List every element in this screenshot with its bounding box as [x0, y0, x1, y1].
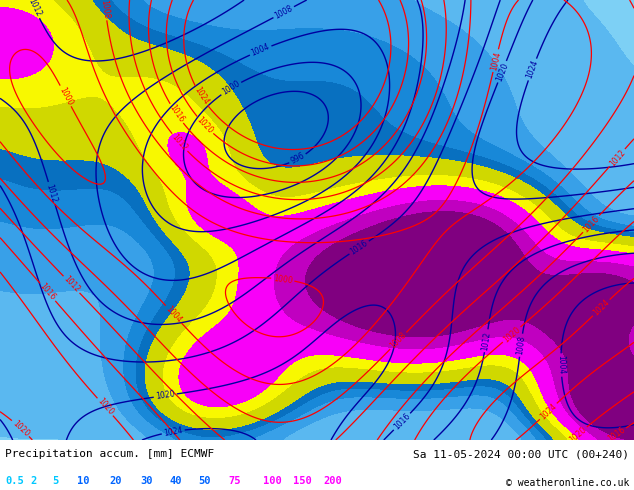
- Text: 200: 200: [323, 476, 342, 486]
- Text: 0.5: 0.5: [5, 476, 24, 486]
- Text: Precipitation accum. [mm] ECMWF: Precipitation accum. [mm] ECMWF: [5, 449, 214, 459]
- Text: 2: 2: [30, 476, 37, 486]
- Text: © weatheronline.co.uk: © weatheronline.co.uk: [505, 477, 629, 488]
- Text: 1008: 1008: [100, 0, 111, 19]
- Text: 10: 10: [77, 476, 90, 486]
- Text: 1000: 1000: [273, 273, 293, 285]
- Text: 1020: 1020: [495, 61, 510, 82]
- Text: 40: 40: [170, 476, 183, 486]
- Text: Sa 11-05-2024 00:00 UTC (00+240): Sa 11-05-2024 00:00 UTC (00+240): [413, 449, 629, 459]
- Text: 1020: 1020: [96, 397, 115, 417]
- Text: 1024: 1024: [163, 426, 183, 438]
- Text: 20: 20: [109, 476, 122, 486]
- Text: 1008: 1008: [273, 3, 294, 21]
- Text: 1016: 1016: [349, 239, 370, 257]
- Text: 1012: 1012: [481, 331, 492, 351]
- Text: 1024: 1024: [192, 85, 210, 106]
- Text: 1004: 1004: [164, 304, 183, 324]
- Text: 1020: 1020: [11, 418, 31, 438]
- Text: 1016: 1016: [581, 214, 601, 234]
- Text: 5: 5: [53, 476, 59, 486]
- Text: 1008: 1008: [389, 331, 408, 351]
- Text: 1024: 1024: [538, 401, 559, 421]
- Text: 1000: 1000: [221, 79, 242, 97]
- Text: 1016: 1016: [38, 282, 58, 302]
- Text: 1016: 1016: [167, 103, 186, 124]
- Text: 1020: 1020: [155, 390, 176, 401]
- Text: 1020: 1020: [501, 325, 522, 344]
- Text: 1016: 1016: [392, 412, 412, 432]
- Text: 75: 75: [228, 476, 241, 486]
- Text: 1004: 1004: [250, 43, 271, 58]
- Text: 1020: 1020: [567, 425, 588, 444]
- Text: 996: 996: [289, 151, 306, 166]
- Text: 1008: 1008: [515, 335, 527, 355]
- Text: 1004: 1004: [556, 355, 566, 375]
- Text: 1004: 1004: [489, 50, 502, 71]
- Text: 150: 150: [293, 476, 312, 486]
- Text: 50: 50: [198, 476, 210, 486]
- Text: 30: 30: [141, 476, 153, 486]
- Text: 1012: 1012: [607, 147, 627, 168]
- Text: 1016: 1016: [606, 425, 627, 444]
- Text: 1000: 1000: [57, 85, 74, 107]
- Text: 1020: 1020: [195, 115, 215, 135]
- Text: 1024: 1024: [591, 298, 611, 318]
- Text: 1024: 1024: [525, 59, 540, 80]
- Text: 1012: 1012: [170, 132, 190, 153]
- Text: 1012: 1012: [26, 0, 42, 18]
- Text: 1012: 1012: [44, 183, 59, 203]
- Text: 1012: 1012: [61, 274, 81, 294]
- Text: 100: 100: [263, 476, 282, 486]
